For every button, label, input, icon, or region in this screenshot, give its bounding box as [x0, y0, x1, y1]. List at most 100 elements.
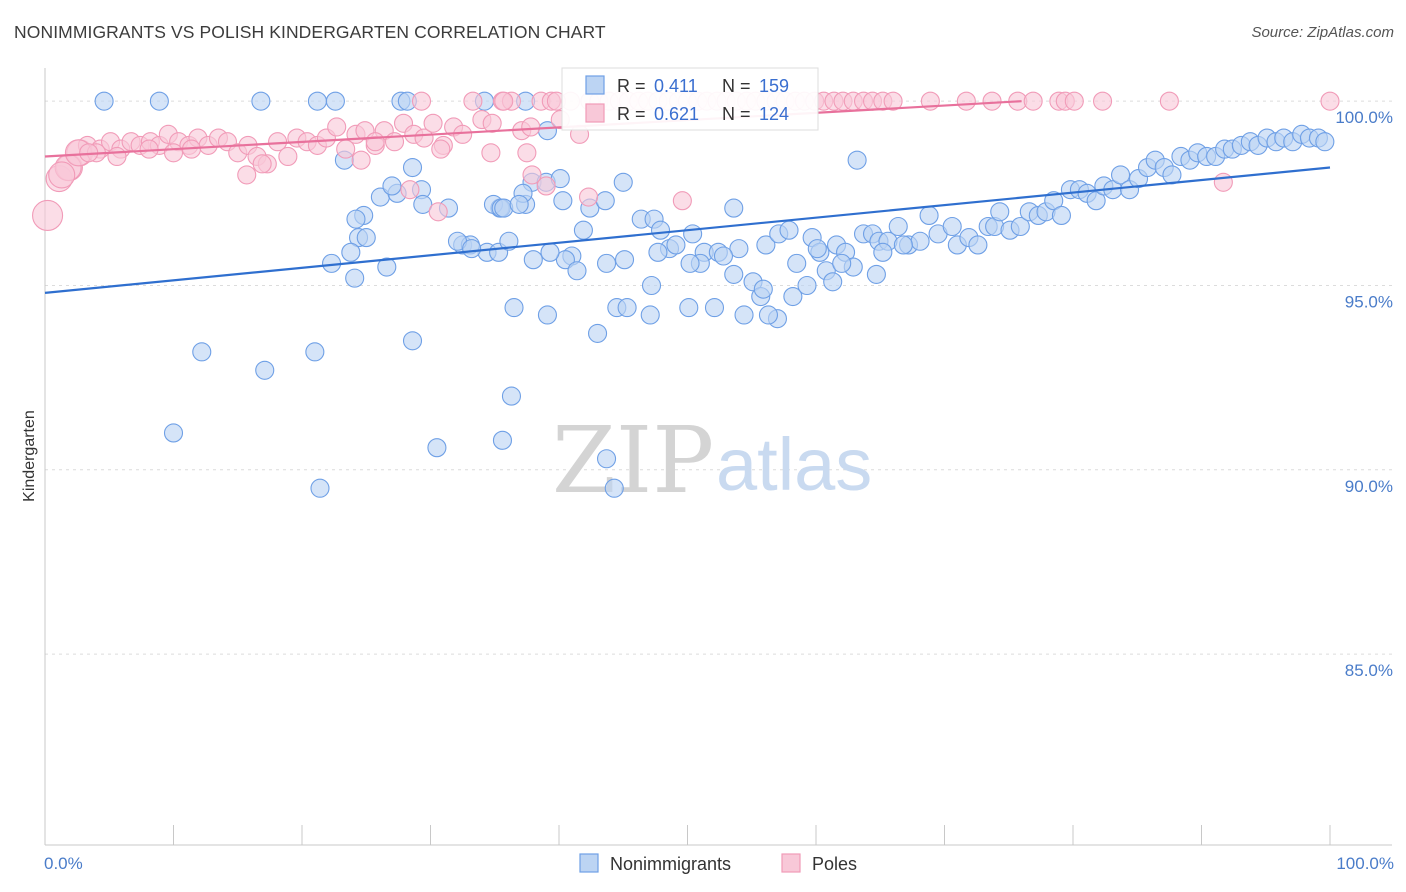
- poles-point-123: [672, 191, 692, 211]
- legend-n-value-2: 124: [759, 104, 789, 124]
- y-tick-labels: 100.0% 95.0% 90.0% 85.0%: [1335, 108, 1393, 680]
- nonimmigrants-point-2: [251, 91, 271, 111]
- nonimmigrants-point-124: [596, 449, 617, 469]
- poles-point-101: [431, 139, 451, 159]
- axes: [44, 68, 1392, 846]
- nonimmigrants-trend-line: [44, 166, 1331, 294]
- nonimmigrants-point-160: [614, 250, 635, 270]
- nonimmigrants-point-67: [968, 235, 988, 255]
- nonimmigrants-point-109: [847, 150, 867, 170]
- bottom-swatch-poles: [781, 853, 801, 873]
- poles-point-24: [278, 146, 298, 167]
- nonimmigrants-point-167: [873, 242, 893, 262]
- nonimmigrants-point-29: [377, 257, 397, 277]
- nonimmigrants-point-27: [345, 268, 365, 288]
- y-tick-label-2: 90.0%: [1345, 477, 1393, 496]
- nonimmigrants-point-132: [640, 305, 660, 325]
- nonimmigrants-point-168: [893, 235, 913, 255]
- nonimmigrants-point-70: [990, 202, 1010, 222]
- nonimmigrants-point-121: [501, 386, 522, 406]
- poles-point-38: [414, 128, 434, 148]
- trend-lines: [44, 100, 1331, 294]
- nonimmigrants-point-131: [617, 298, 637, 318]
- nonimmigrants-point-90: [1162, 165, 1182, 185]
- poles-point-29: [327, 117, 347, 137]
- poles-point-0: [32, 199, 64, 232]
- nonimmigrants-point-1: [149, 91, 169, 111]
- poles-point-96: [1159, 91, 1179, 111]
- poles-point-43: [463, 91, 483, 111]
- nonimmigrants-point-50: [779, 220, 799, 240]
- nonimmigrants-point-35: [596, 253, 617, 273]
- poles-point-105: [494, 91, 514, 111]
- poles-point-110: [481, 143, 501, 163]
- nonimmigrants-point-4: [325, 91, 345, 111]
- nonimmigrants-point-21: [613, 172, 633, 192]
- nonimmigrants-point-156: [499, 231, 519, 251]
- nonimmigrants-point-127: [310, 478, 330, 498]
- nonimmigrants-point-119: [305, 342, 325, 362]
- y-tick-label-0: 100.0%: [1335, 108, 1393, 127]
- legend-r-label-2: R =: [617, 104, 646, 124]
- watermark-zip: ZIP: [552, 407, 714, 514]
- nonimmigrants-point-84: [1110, 165, 1131, 185]
- nonimmigrants-point-126: [427, 438, 447, 458]
- nonimmigrants-point-155: [462, 239, 482, 259]
- poles-point-120: [48, 161, 76, 189]
- nonimmigrants-point-143: [866, 264, 886, 284]
- y-tick-label-1: 95.0%: [1345, 292, 1393, 311]
- poles-point-91: [1023, 91, 1043, 111]
- nonimmigrants-point-151: [382, 176, 402, 196]
- poles-point-108: [522, 165, 542, 185]
- nonimmigrants-point-46: [724, 264, 744, 284]
- poles-point-97: [1320, 91, 1340, 111]
- nonimmigrants-point-115: [413, 194, 433, 214]
- poles-point-116: [163, 143, 184, 163]
- poles-point-122: [1213, 172, 1233, 192]
- nonimmigrants-point-62: [919, 205, 939, 226]
- nonimmigrants-point-110: [724, 198, 744, 218]
- legend-swatch-nonimmigrants: [585, 75, 605, 95]
- nonimmigrants-point-0: [94, 91, 114, 111]
- y-tick-label-3: 85.0%: [1345, 661, 1393, 680]
- nonimmigrants-point-3: [307, 91, 327, 111]
- poles-point-100: [411, 91, 432, 111]
- poles-point-118: [107, 146, 127, 167]
- nonimmigrants-point-144: [641, 275, 662, 296]
- poles-point-104: [428, 202, 448, 222]
- nonimmigrants-point-76: [1044, 191, 1064, 211]
- nonimmigrants-point-77: [1051, 205, 1071, 226]
- nonimmigrants-point-129: [537, 305, 557, 325]
- nonimmigrants-point-152: [346, 209, 366, 229]
- x-tick-left: 0.0%: [44, 854, 83, 873]
- nonimmigrants-point-157: [523, 250, 543, 270]
- nonimmigrants-point-161: [666, 235, 686, 255]
- nonimmigrants-point-40: [683, 224, 703, 244]
- bottom-legend-poles: Poles: [812, 854, 857, 874]
- watermark: ZIP atlas: [552, 407, 872, 514]
- legend-r-value-1: 0.411: [654, 76, 698, 96]
- nonimmigrants-point-113: [553, 191, 573, 211]
- chart-title: NONIMMIGRANTS VS POLISH KINDERGARTEN COR…: [14, 22, 606, 42]
- nonimmigrants-point-117: [163, 423, 184, 443]
- bottom-legend-nonimmigrants: Nonimmigrants: [610, 854, 731, 874]
- nonimmigrants-point-159: [567, 261, 587, 281]
- stats-legend: R = 0.411 N = 159 R = 0.621 N = 124: [561, 67, 819, 131]
- nonimmigrants-point-164: [787, 253, 807, 273]
- nonimmigrants-point-122: [492, 430, 513, 450]
- legend-n-label-1: N =: [722, 76, 751, 96]
- legend-n-value-1: 159: [759, 76, 789, 96]
- poles-point-111: [365, 132, 385, 152]
- poles-point-102: [536, 176, 556, 196]
- poles-trend-line: [44, 100, 1022, 158]
- poles-point-112: [351, 150, 371, 170]
- nonimmigrants-point-128: [504, 298, 524, 318]
- nonimmigrants-point-134: [704, 298, 725, 318]
- nonimmigrants-point-38: [650, 220, 671, 240]
- source-label: Source: ZipAtlas.com: [1251, 24, 1394, 41]
- nonimmigrants-point-61: [910, 231, 930, 251]
- nonimmigrants-point-135: [734, 305, 754, 325]
- poles-point-117: [139, 139, 159, 159]
- nonimmigrants-point-120: [402, 331, 423, 351]
- nonimmigrants-point-141: [823, 272, 843, 292]
